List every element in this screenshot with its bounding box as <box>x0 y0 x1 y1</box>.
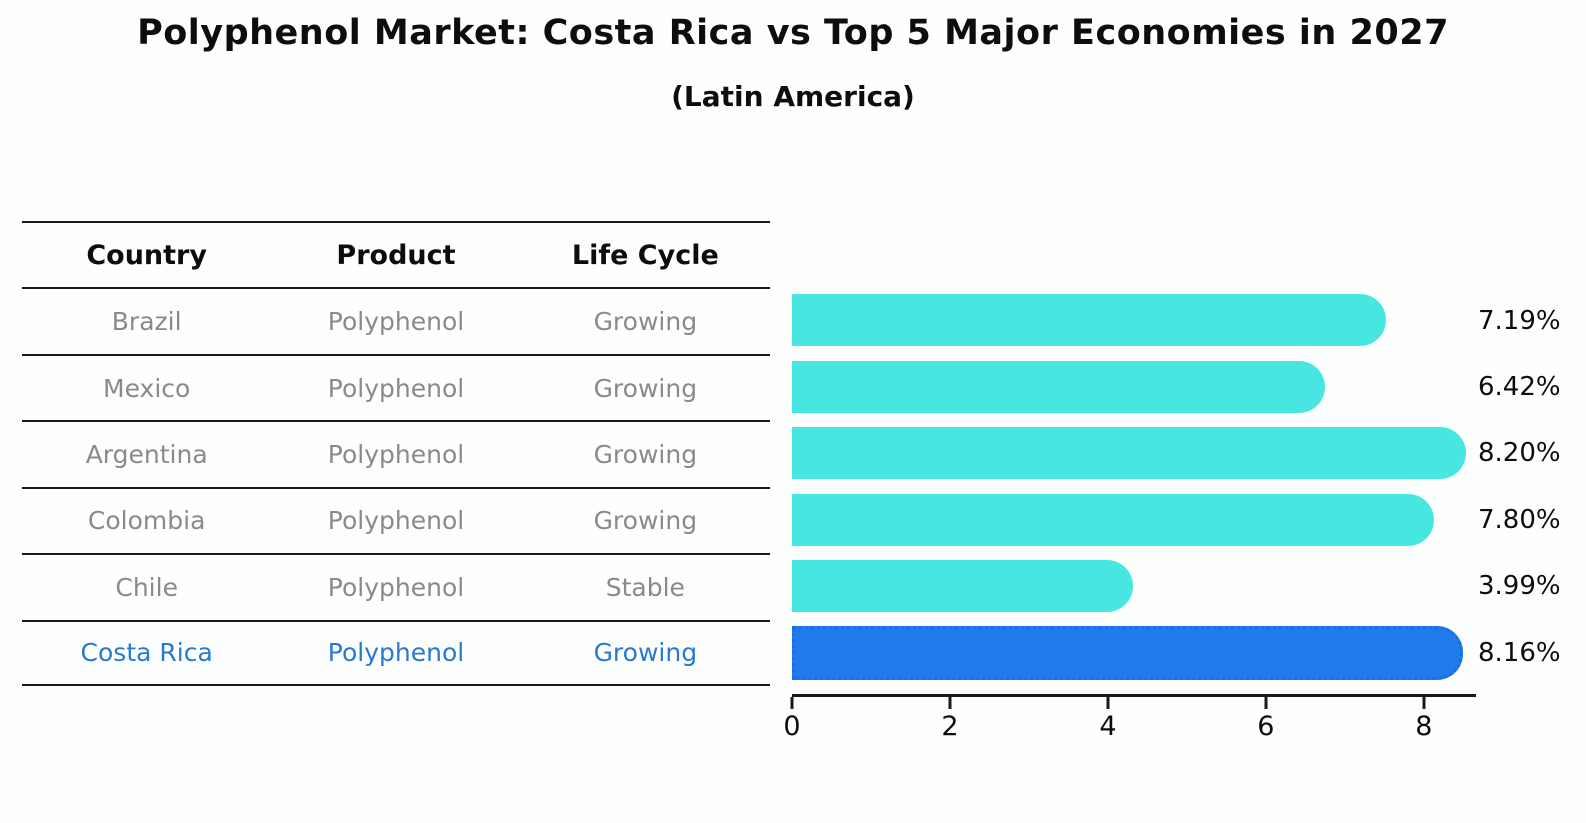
cell-country: Colombia <box>87 506 206 536</box>
x-axis: 0 2 4 6 8 <box>783 694 1476 742</box>
bar-row: 7.19% <box>792 287 1586 353</box>
axis-tick <box>948 697 952 709</box>
axis-tick <box>1264 697 1268 709</box>
header-cell-country: Country <box>86 239 207 271</box>
table-row: Argentina Polyphenol Growing <box>22 420 770 486</box>
axis-tick <box>1106 697 1110 709</box>
bar-chart: 7.19% 6.42% 8.20% 7.80% 3.99% 8.16% <box>792 287 1586 686</box>
cell-product: Polyphenol <box>327 572 465 602</box>
table-row: Brazil Polyphenol Growing <box>22 287 770 353</box>
cell-life-cycle: Growing <box>593 307 698 337</box>
value-label: 8.16% <box>1478 637 1561 668</box>
bar-row: 3.99% <box>792 553 1586 619</box>
table-row: Colombia Polyphenol Growing <box>22 486 770 553</box>
value-label: 7.19% <box>1478 305 1561 336</box>
header-cell-life-cycle: Life Cycle <box>571 239 719 271</box>
value-label: 3.99% <box>1478 571 1561 602</box>
value-label: 8.20% <box>1478 438 1561 469</box>
cell-life-cycle: Growing <box>593 638 698 668</box>
tick-label: 6 <box>1257 711 1275 742</box>
tick-label: 2 <box>941 711 959 742</box>
cell-product: Polyphenol <box>327 307 465 337</box>
cell-country: Mexico <box>103 373 191 403</box>
bar-row: 7.80% <box>792 487 1586 553</box>
bar-argentina <box>792 427 1466 480</box>
value-label: 7.80% <box>1478 504 1561 535</box>
page-subtitle: (Latin America) <box>671 80 915 113</box>
cell-country: Argentina <box>85 439 208 469</box>
cell-product: Polyphenol <box>327 373 465 403</box>
cell-life-cycle: Growing <box>593 373 698 403</box>
cell-life-cycle: Growing <box>593 506 698 536</box>
bar-colombia <box>792 493 1435 546</box>
bar-costa-rica <box>792 625 1463 680</box>
bar-row: 8.20% <box>792 420 1586 486</box>
bar-row: 8.16% <box>792 620 1586 686</box>
bar-chile <box>792 560 1134 613</box>
value-label: 6.42% <box>1478 372 1561 403</box>
cell-life-cycle: Growing <box>593 439 698 469</box>
table-header-row: Country Product Life Cycle <box>22 221 770 287</box>
axis-tick <box>1422 697 1426 709</box>
bar-brazil <box>792 294 1386 347</box>
table-row: Mexico Polyphenol Growing <box>22 353 770 420</box>
tick-label: 4 <box>1099 711 1117 742</box>
cell-product: Polyphenol <box>327 638 465 668</box>
tick-label: 8 <box>1415 711 1433 742</box>
table-row: Chile Polyphenol Stable <box>22 553 770 619</box>
axis-tick <box>790 697 794 709</box>
cell-product: Polyphenol <box>327 439 465 469</box>
cell-product: Polyphenol <box>327 506 465 536</box>
comparison-table: Country Product Life Cycle Brazil Polyph… <box>22 221 770 686</box>
table-row-costa-rica: Costa Rica Polyphenol Growing <box>22 619 770 686</box>
cell-life-cycle: Stable <box>605 572 685 602</box>
tick-label: 0 <box>783 711 801 742</box>
header-cell-product: Product <box>336 239 456 271</box>
cell-country: Costa Rica <box>80 638 213 668</box>
cell-country: Chile <box>115 572 178 602</box>
page-title: Polyphenol Market: Costa Rica vs Top 5 M… <box>137 13 1449 53</box>
bar-row: 6.42% <box>792 354 1586 420</box>
cell-country: Brazil <box>111 307 182 337</box>
bar-mexico <box>792 360 1326 413</box>
